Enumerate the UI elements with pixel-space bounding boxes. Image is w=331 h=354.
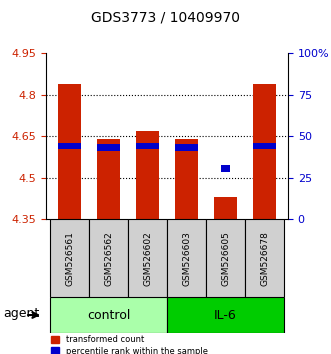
Bar xyxy=(136,143,159,149)
Bar xyxy=(214,197,237,219)
Bar xyxy=(58,143,81,149)
Bar xyxy=(97,139,120,219)
FancyBboxPatch shape xyxy=(206,219,245,297)
FancyBboxPatch shape xyxy=(167,297,284,333)
Bar xyxy=(253,143,276,149)
FancyBboxPatch shape xyxy=(89,219,128,297)
Text: GDS3773 / 10409970: GDS3773 / 10409970 xyxy=(91,11,240,25)
FancyBboxPatch shape xyxy=(50,297,167,333)
Text: GSM526562: GSM526562 xyxy=(104,231,113,286)
FancyBboxPatch shape xyxy=(245,219,284,297)
FancyBboxPatch shape xyxy=(128,219,167,297)
Legend: transformed count, percentile rank within the sample: transformed count, percentile rank withi… xyxy=(51,335,208,354)
Text: GSM526561: GSM526561 xyxy=(65,231,74,286)
FancyBboxPatch shape xyxy=(167,219,206,297)
FancyBboxPatch shape xyxy=(50,219,89,297)
Text: GSM526602: GSM526602 xyxy=(143,231,152,286)
Text: control: control xyxy=(87,309,130,321)
Bar xyxy=(253,84,276,219)
Text: GSM526603: GSM526603 xyxy=(182,231,191,286)
Bar xyxy=(97,144,120,151)
Bar xyxy=(221,165,230,172)
Bar xyxy=(136,131,159,219)
Text: GSM526678: GSM526678 xyxy=(260,231,269,286)
Text: agent: agent xyxy=(3,307,40,320)
Bar xyxy=(175,139,198,219)
Bar xyxy=(58,84,81,219)
Text: IL-6: IL-6 xyxy=(214,309,237,321)
Bar xyxy=(175,144,198,151)
Text: GSM526605: GSM526605 xyxy=(221,231,230,286)
